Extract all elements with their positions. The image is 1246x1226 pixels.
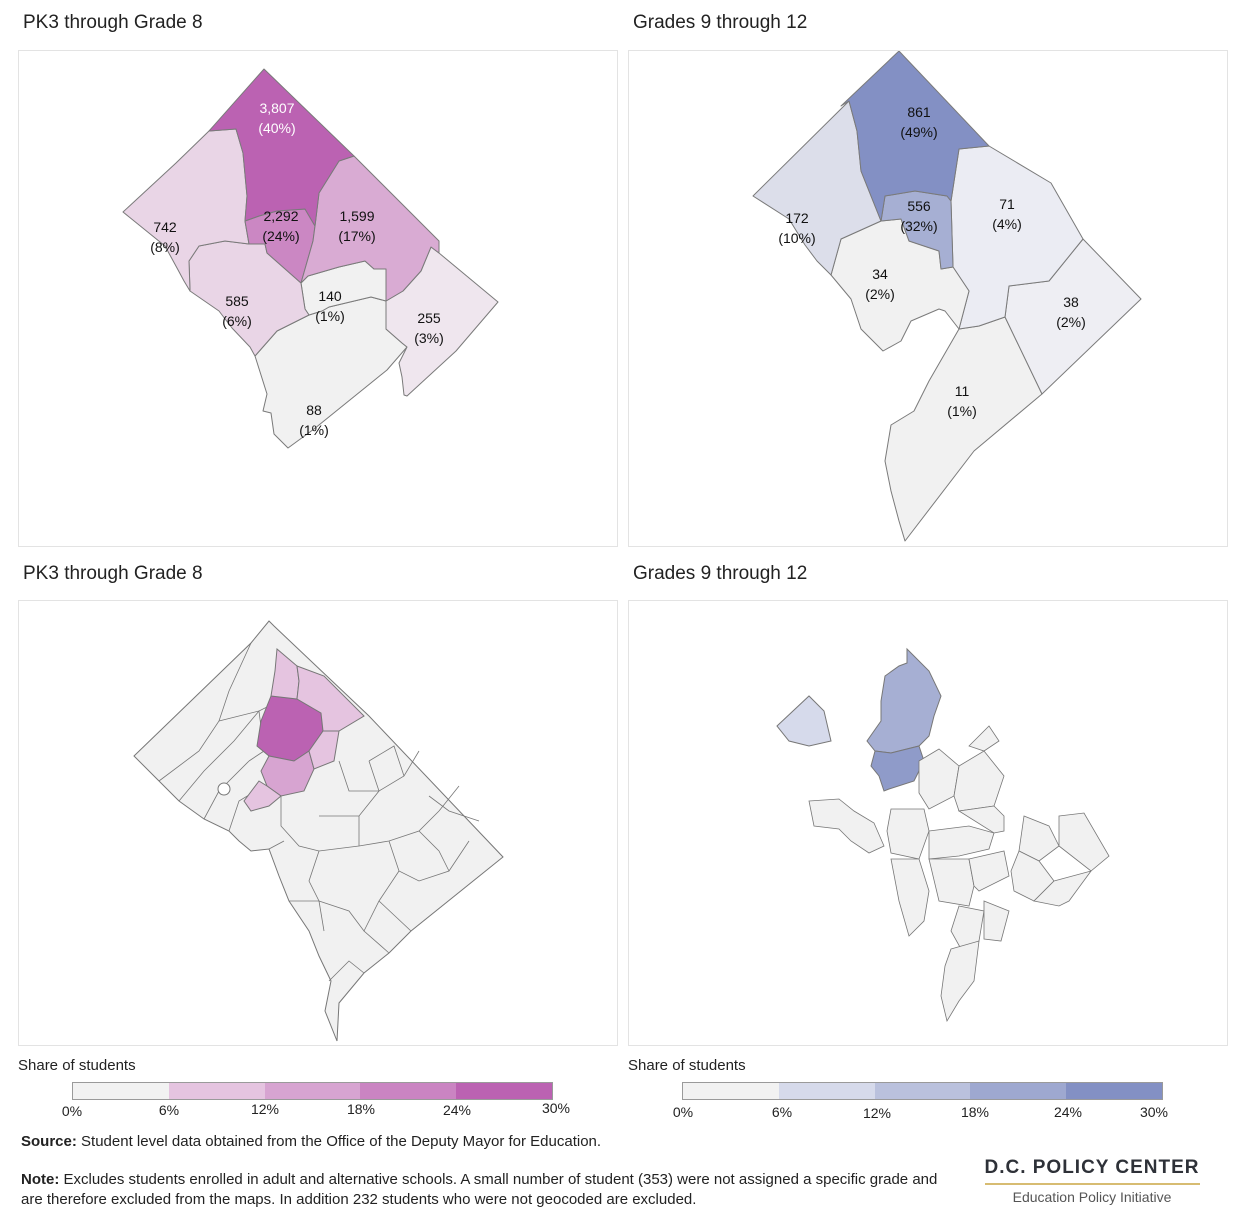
legend-tick: 18% bbox=[346, 1101, 376, 1117]
panel-title-hs-wards: Grades 9 through 12 bbox=[633, 12, 808, 33]
panel-title-pk8-clusters: PK3 through Grade 8 bbox=[23, 563, 203, 584]
cluster-map-pk8 bbox=[133, 620, 504, 1042]
legend-swatch-3 bbox=[874, 1083, 971, 1099]
note-text: Excludes students enrolled in adult and … bbox=[21, 1171, 938, 1208]
legend-swatch-3 bbox=[264, 1083, 361, 1099]
ward-1-count: 556 bbox=[907, 198, 931, 214]
ward-1-count: 2,292 bbox=[263, 208, 298, 224]
legend-swatch-2 bbox=[168, 1083, 265, 1099]
legend-title-pk8: Share of students bbox=[18, 1057, 136, 1074]
ward-3-pct: (10%) bbox=[778, 230, 815, 246]
cluster-north-hs bbox=[866, 647, 942, 754]
legend-tick: 6% bbox=[771, 1104, 793, 1120]
dc-policy-center-logo: D.C. POLICY CENTER bbox=[984, 1157, 1200, 1178]
ward-7-count: 255 bbox=[417, 310, 441, 326]
ward-8-pct: (1%) bbox=[299, 422, 329, 438]
ward-4-region bbox=[208, 68, 355, 227]
legend-bar-hs bbox=[682, 1082, 1163, 1100]
map-panel-hs-wards: 861 (49%) 556 (32%) 71 (4%) 172 (10%) 34… bbox=[628, 50, 1228, 547]
ward-5-count: 1,599 bbox=[339, 208, 374, 224]
panel-title-pk8-wards: PK3 through Grade 8 bbox=[23, 12, 203, 33]
legend-tick: 12% bbox=[862, 1105, 892, 1121]
ward-4-pct: (49%) bbox=[900, 124, 937, 140]
ward-8-pct: (1%) bbox=[947, 403, 977, 419]
legend-swatch-2 bbox=[778, 1083, 875, 1099]
ward-4-pct: (40%) bbox=[258, 120, 295, 136]
ward-7-pct: (2%) bbox=[1056, 314, 1086, 330]
legend-tick: 24% bbox=[1053, 1104, 1083, 1120]
footnote: Note: Excludes students enrolled in adul… bbox=[21, 1170, 941, 1210]
panel-title-hs-clusters: Grades 9 through 12 bbox=[633, 563, 808, 584]
ward-8-region bbox=[884, 316, 1043, 542]
logo-subtitle: Education Policy Initiative bbox=[1012, 1189, 1172, 1205]
legend-swatch-1 bbox=[683, 1083, 779, 1099]
ward-3-pct: (8%) bbox=[150, 239, 180, 255]
legend-bar-pk8 bbox=[72, 1082, 553, 1100]
legend-tick: 0% bbox=[61, 1103, 83, 1119]
cluster-island-pk8 bbox=[217, 782, 231, 796]
legend-tick: 12% bbox=[250, 1101, 280, 1117]
ward-2-pct: (6%) bbox=[222, 313, 252, 329]
ward-3-count: 172 bbox=[785, 210, 809, 226]
legend-tick: 0% bbox=[672, 1104, 694, 1120]
ward-1-pct: (24%) bbox=[262, 228, 299, 244]
source-note: Source: Student level data obtained from… bbox=[21, 1133, 601, 1150]
ward-4-count: 861 bbox=[907, 104, 931, 120]
legend-tick: 18% bbox=[960, 1104, 990, 1120]
ward-map-hs: 861 (49%) 556 (32%) 71 (4%) 172 (10%) 34… bbox=[752, 51, 1142, 542]
ward-5-count: 71 bbox=[999, 196, 1015, 212]
cluster-mid-pk8 bbox=[260, 750, 315, 797]
logo-divider bbox=[985, 1183, 1200, 1185]
cluster-map-hs bbox=[776, 647, 1110, 1023]
legend-swatch-4 bbox=[360, 1083, 457, 1099]
ward-6-count: 140 bbox=[318, 288, 342, 304]
ward-2-count: 585 bbox=[225, 293, 249, 309]
ward-3-count: 742 bbox=[153, 219, 177, 235]
ward-2-pct: (2%) bbox=[865, 286, 895, 302]
ward-5-pct: (4%) bbox=[992, 216, 1022, 232]
source-label: Source: bbox=[21, 1133, 77, 1150]
ward-map-pk8: 3,807 (40%) 2,292 (24%) 1,599 (17%) 742 … bbox=[122, 68, 499, 449]
ward-5-pct: (17%) bbox=[338, 228, 375, 244]
ward-1-pct: (32%) bbox=[900, 218, 937, 234]
ward-4-region bbox=[840, 51, 990, 222]
cluster-west-hs bbox=[776, 695, 832, 747]
ward-labels-hs: 861 (49%) 556 (32%) 71 (4%) 172 (10%) 34… bbox=[778, 104, 1085, 419]
cluster-empty-hs bbox=[808, 725, 1110, 1023]
cluster-low-pk8-d bbox=[243, 780, 282, 812]
legend-tick: 30% bbox=[1139, 1104, 1169, 1120]
map-panel-pk8-wards: 3,807 (40%) 2,292 (24%) 1,599 (17%) 742 … bbox=[18, 50, 618, 547]
legend-tick: 6% bbox=[158, 1102, 180, 1118]
legend-swatch-5 bbox=[1066, 1083, 1162, 1099]
map-panel-hs-clusters bbox=[628, 600, 1228, 1046]
legend-swatch-4 bbox=[970, 1083, 1067, 1099]
ward-2-count: 34 bbox=[872, 266, 888, 282]
ward-4-count: 3,807 bbox=[259, 100, 294, 116]
source-text: Student level data obtained from the Off… bbox=[76, 1133, 602, 1150]
ward-6-pct: (1%) bbox=[315, 308, 345, 324]
cluster-center-hs bbox=[870, 745, 925, 792]
note-label: Note: bbox=[21, 1171, 60, 1188]
map-panel-pk8-clusters bbox=[18, 600, 618, 1046]
legend-title-hs: Share of students bbox=[628, 1057, 746, 1074]
ward-labels-pk8: 3,807 (40%) 2,292 (24%) 1,599 (17%) 742 … bbox=[150, 100, 444, 438]
legend-swatch-1 bbox=[73, 1083, 169, 1099]
ward-8-count: 11 bbox=[955, 383, 970, 399]
ward-8-count: 88 bbox=[306, 402, 322, 418]
legend-swatch-5 bbox=[456, 1083, 552, 1099]
legend-tick: 24% bbox=[442, 1102, 472, 1118]
ward-7-pct: (3%) bbox=[414, 330, 444, 346]
cluster-low-pk8-c bbox=[308, 730, 340, 770]
legend-tick: 30% bbox=[541, 1100, 571, 1116]
ward-7-count: 38 bbox=[1063, 294, 1079, 310]
